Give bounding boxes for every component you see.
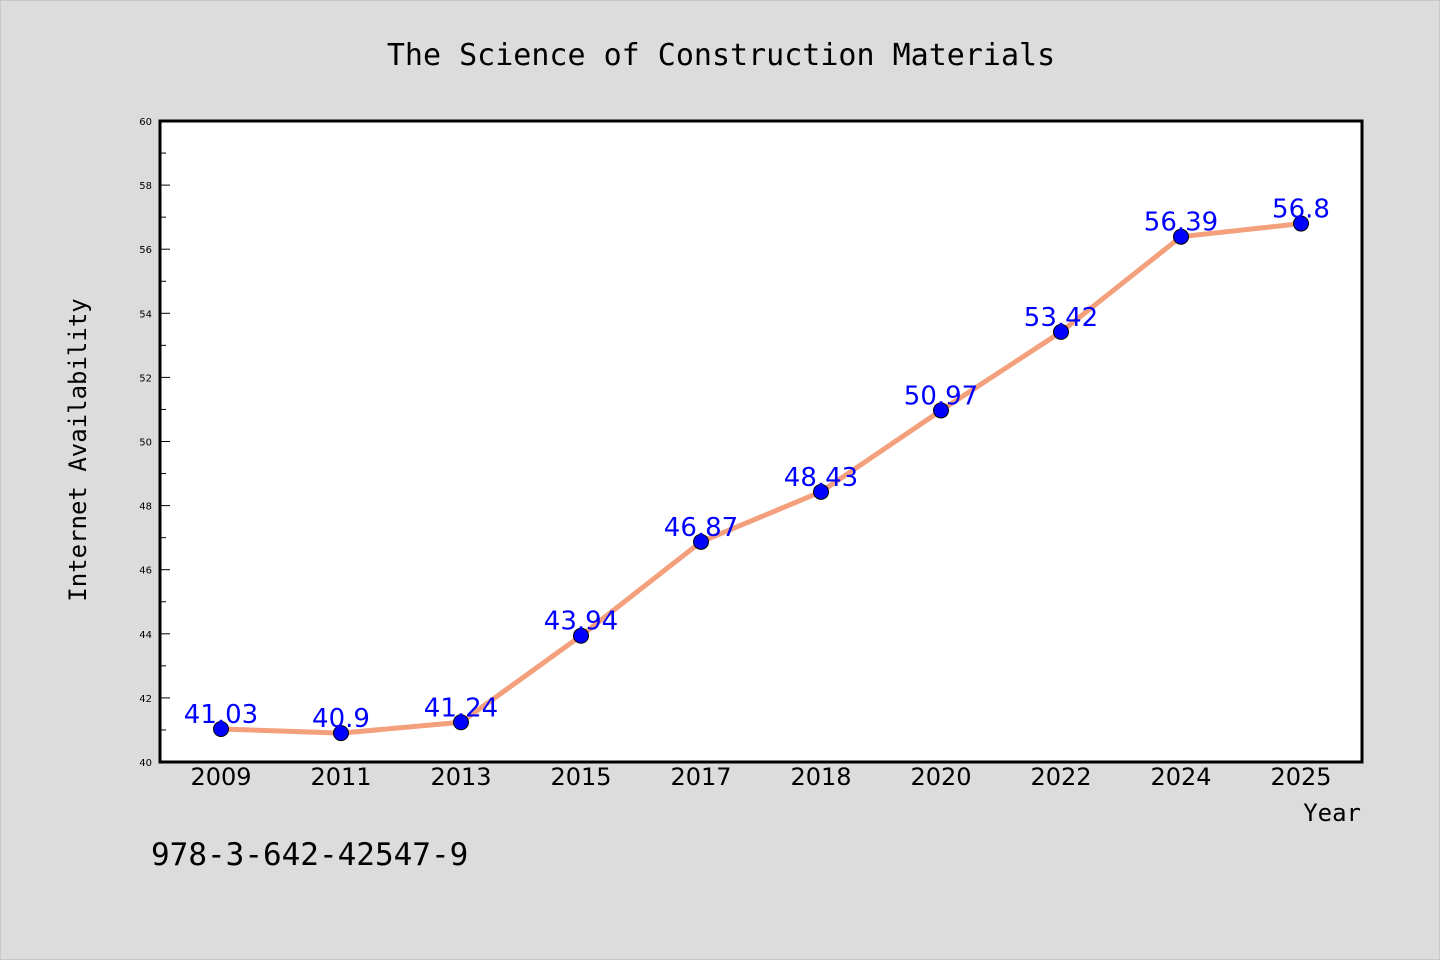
x-tick-label: 2015 (550, 763, 611, 791)
y-axis-ticks: 40 42 44 46 48 50 52 54 56 58 60 (139, 117, 170, 769)
x-tick-label: 2013 (430, 763, 491, 791)
x-axis-label: Year (1303, 799, 1361, 827)
data-label: 41.03 (184, 700, 258, 730)
plot-area (158, 119, 1364, 764)
data-label: 48.43 (784, 463, 858, 493)
data-point (813, 483, 829, 500)
data-label: 53.42 (1024, 303, 1098, 333)
y-tick-label: 52 (139, 373, 152, 384)
data-label: 56.8 (1272, 195, 1330, 225)
y-tick-label: 42 (139, 694, 152, 705)
series-points (213, 215, 1309, 742)
x-tick-label: 2017 (670, 763, 731, 791)
series-line (218, 221, 1304, 736)
x-axis-ticks: 2009 2011 2013 2015 2017 2018 2020 2022 2024 2025 (190, 763, 1331, 791)
x-tick-label: 2022 (1030, 763, 1091, 791)
y-tick-label: 40 (139, 758, 152, 769)
data-point (693, 533, 709, 550)
x-tick-label: 2025 (1270, 763, 1331, 791)
y-tick-label: 44 (139, 630, 152, 641)
data-point (1053, 323, 1069, 340)
data-point (213, 720, 229, 737)
y-tick-label: 58 (139, 181, 152, 192)
chart-title: The Science of Construction Materials (387, 38, 1055, 73)
data-label: 56.39 (1144, 208, 1218, 238)
y-tick-label: 56 (139, 245, 152, 256)
data-point (453, 714, 469, 731)
data-labels: 41.03 40.9 41.24 43.94 46.87 48.43 50.97 53.42 5… (184, 195, 1330, 735)
footnote-isbn: 978-3-642-42547-9 (151, 837, 468, 873)
y-tick-label: 60 (139, 117, 152, 128)
data-label: 50.97 (904, 381, 978, 411)
x-tick-label: 2011 (310, 763, 371, 791)
y-tick-label: 46 (139, 566, 152, 577)
data-label: 40.9 (312, 704, 370, 734)
data-label: 46.87 (664, 513, 738, 543)
data-point (1173, 228, 1189, 245)
x-tick-label: 2009 (190, 763, 251, 791)
series-line-path (218, 221, 1304, 736)
y-tick-label: 54 (139, 309, 152, 320)
data-point (1293, 215, 1309, 232)
y-axis-label: Internet Availability (64, 298, 92, 601)
data-label: 41.24 (424, 693, 498, 723)
data-point (333, 725, 349, 742)
y-tick-label: 50 (139, 438, 152, 449)
data-label: 43.94 (544, 607, 618, 637)
x-tick-label: 2018 (790, 763, 851, 791)
x-tick-label: 2020 (910, 763, 971, 791)
data-point (933, 402, 949, 419)
data-point (573, 627, 589, 644)
x-tick-label: 2024 (1150, 763, 1211, 791)
y-tick-label: 48 (139, 502, 152, 513)
